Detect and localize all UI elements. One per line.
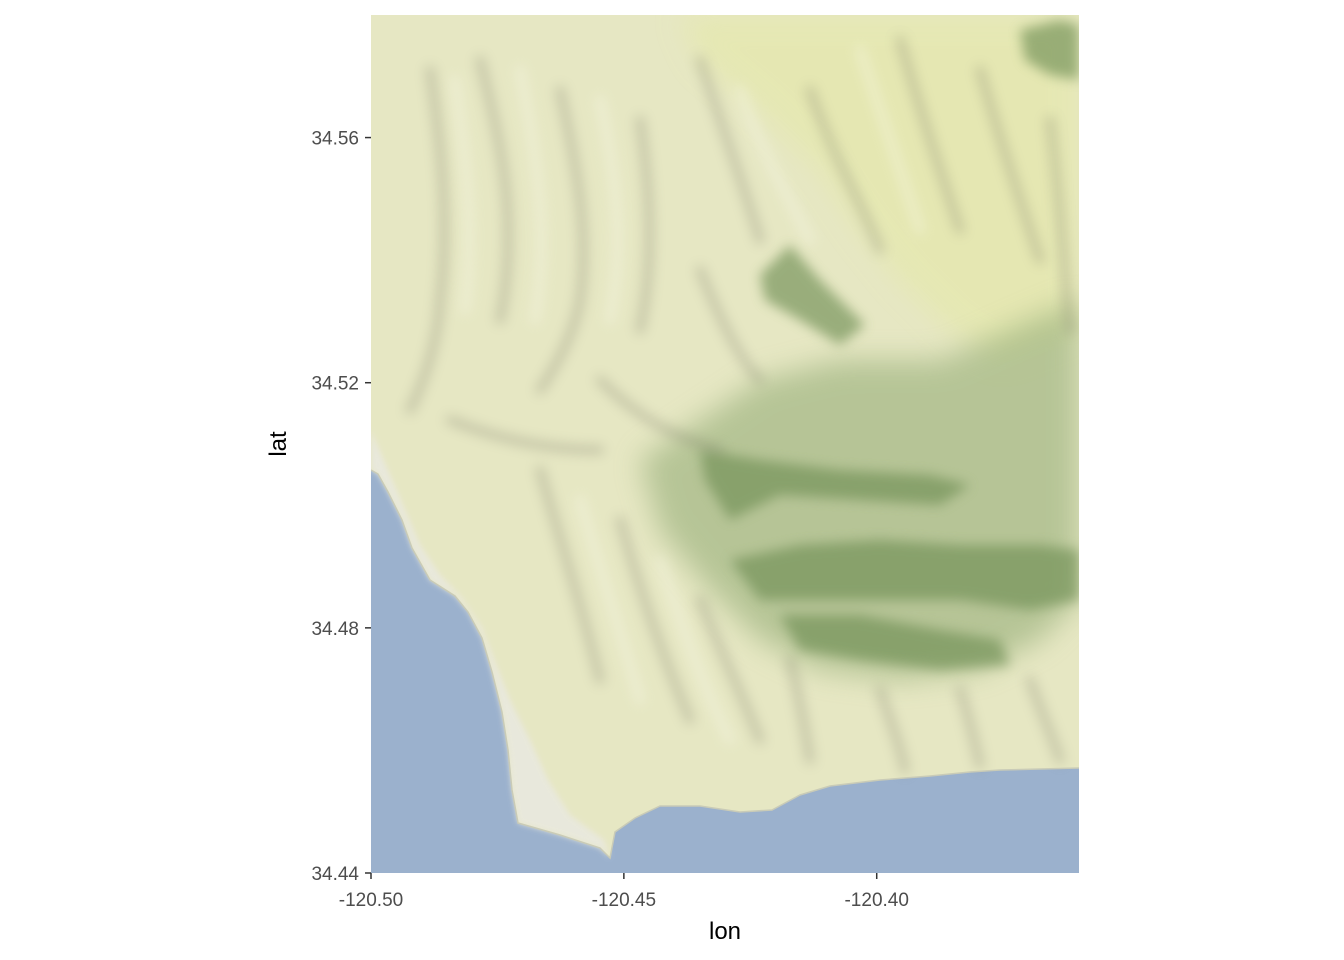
x-tick-label: -120.40 — [844, 890, 908, 911]
y-tick-label: 34.44 — [311, 864, 359, 885]
x-tick-label: -120.45 — [592, 890, 656, 911]
map-panel[interactable] — [371, 15, 1079, 873]
x-axis-title: lon — [709, 918, 741, 945]
y-tick-label: 34.52 — [311, 374, 359, 395]
relief-shading — [405, 35, 1075, 775]
y-axis-title: lat — [265, 431, 292, 457]
coastline — [371, 469, 1079, 860]
relief-highlights — [450, 45, 925, 745]
y-axis: 34.56 34.52 34.48 34.44 — [311, 129, 371, 885]
upland-zone — [680, 15, 1079, 360]
dense-forest-ridges — [700, 20, 1079, 670]
x-tick-label: -120.50 — [339, 890, 403, 911]
y-tick-label: 34.56 — [311, 129, 359, 150]
x-axis: -120.50 -120.45 -120.40 — [339, 873, 909, 911]
y-tick-label: 34.48 — [311, 619, 359, 640]
